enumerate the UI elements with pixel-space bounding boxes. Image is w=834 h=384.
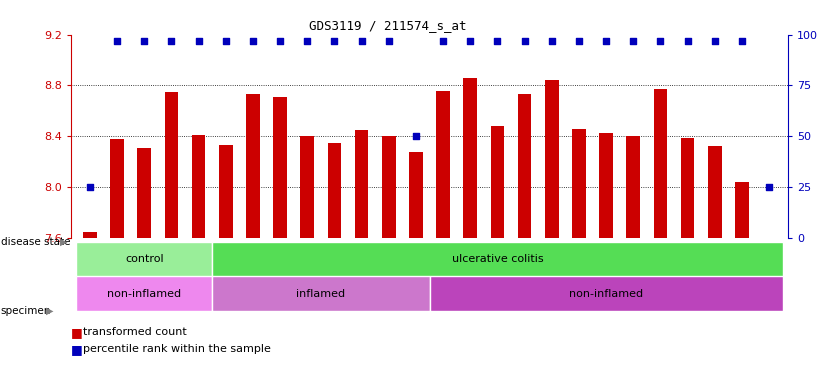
- Bar: [212, 242, 782, 276]
- Bar: [708, 146, 721, 238]
- Point: [708, 38, 721, 44]
- Point: [518, 38, 531, 44]
- Bar: [382, 136, 395, 238]
- Point: [436, 38, 450, 44]
- Bar: [436, 91, 450, 238]
- Text: control: control: [125, 254, 163, 264]
- Point: [464, 38, 477, 44]
- Bar: [490, 126, 505, 238]
- Point: [626, 38, 640, 44]
- Point: [246, 38, 259, 44]
- Text: ▶: ▶: [46, 306, 53, 316]
- Bar: [192, 135, 205, 238]
- Bar: [681, 137, 695, 238]
- Bar: [110, 139, 124, 238]
- Bar: [409, 152, 423, 238]
- Text: ulcerative colitis: ulcerative colitis: [452, 254, 543, 264]
- Text: GDS3119 / 211574_s_at: GDS3119 / 211574_s_at: [309, 19, 466, 32]
- Text: non-inflamed: non-inflamed: [108, 289, 181, 299]
- Point: [490, 38, 504, 44]
- Point: [600, 38, 613, 44]
- Text: disease state: disease state: [1, 237, 70, 247]
- Bar: [735, 182, 749, 238]
- Bar: [219, 145, 233, 238]
- Bar: [572, 129, 585, 238]
- Point: [219, 38, 233, 44]
- Bar: [328, 143, 341, 238]
- Bar: [626, 136, 640, 238]
- Bar: [654, 89, 667, 238]
- Point: [382, 38, 395, 44]
- Bar: [164, 92, 178, 238]
- Point: [300, 38, 314, 44]
- Bar: [83, 232, 97, 238]
- Point: [328, 38, 341, 44]
- Bar: [430, 276, 782, 311]
- Text: ▶: ▶: [60, 237, 68, 247]
- Point: [110, 38, 123, 44]
- Point: [83, 184, 97, 190]
- Bar: [77, 276, 212, 311]
- Text: ■: ■: [71, 326, 87, 339]
- Bar: [464, 78, 477, 238]
- Point: [192, 38, 205, 44]
- Text: percentile rank within the sample: percentile rank within the sample: [83, 344, 271, 354]
- Point: [762, 184, 776, 190]
- Bar: [354, 130, 369, 238]
- Point: [165, 38, 178, 44]
- Bar: [274, 97, 287, 238]
- Bar: [212, 276, 430, 311]
- Bar: [600, 132, 613, 238]
- Point: [736, 38, 749, 44]
- Text: ■: ■: [71, 343, 87, 356]
- Point: [274, 38, 287, 44]
- Text: non-inflamed: non-inflamed: [569, 289, 643, 299]
- Point: [409, 133, 423, 139]
- Point: [545, 38, 559, 44]
- Bar: [518, 94, 531, 238]
- Text: transformed count: transformed count: [83, 327, 187, 337]
- Point: [355, 38, 369, 44]
- Bar: [77, 242, 212, 276]
- Point: [572, 38, 585, 44]
- Text: specimen: specimen: [1, 306, 51, 316]
- Point: [654, 38, 667, 44]
- Text: inflamed: inflamed: [296, 289, 345, 299]
- Bar: [545, 80, 559, 238]
- Point: [681, 38, 694, 44]
- Bar: [246, 94, 259, 238]
- Bar: [300, 136, 314, 238]
- Bar: [138, 148, 151, 238]
- Point: [138, 38, 151, 44]
